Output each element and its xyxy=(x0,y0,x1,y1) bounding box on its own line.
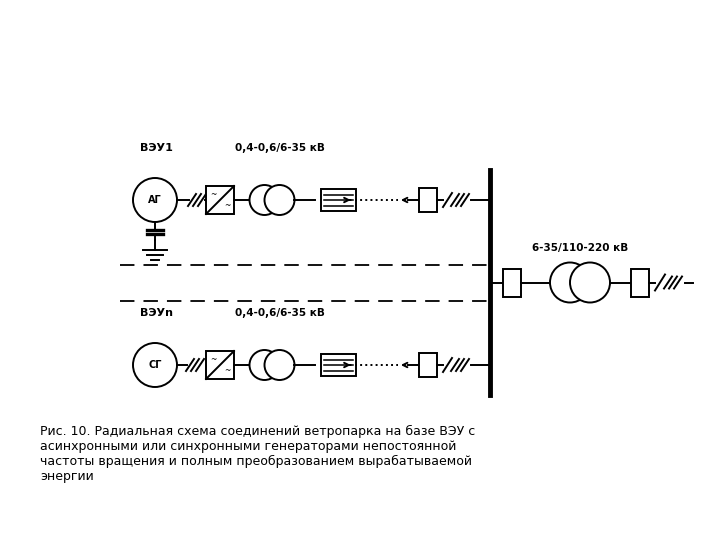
Bar xyxy=(631,268,649,296)
Bar xyxy=(206,186,234,214)
Circle shape xyxy=(250,185,279,215)
Text: 6-35/110-220 кВ: 6-35/110-220 кВ xyxy=(532,242,628,253)
Bar xyxy=(206,351,234,379)
Circle shape xyxy=(250,350,279,380)
Circle shape xyxy=(550,262,590,302)
Bar xyxy=(419,188,437,212)
Circle shape xyxy=(264,185,294,215)
Text: ~: ~ xyxy=(224,366,230,375)
Text: АГ: АГ xyxy=(148,195,162,205)
Circle shape xyxy=(133,178,177,222)
Text: Рис. 10. Радиальная схема соединений ветропарка на базе ВЭУ с
асинхронными или с: Рис. 10. Радиальная схема соединений вет… xyxy=(40,425,475,483)
Bar xyxy=(419,353,437,377)
Text: 0,4-0,6/6-35 кВ: 0,4-0,6/6-35 кВ xyxy=(235,143,325,153)
Bar xyxy=(320,189,356,211)
Bar xyxy=(503,268,521,296)
Text: СГ: СГ xyxy=(148,360,162,370)
Text: ВЭУ1: ВЭУ1 xyxy=(140,143,173,153)
Circle shape xyxy=(133,343,177,387)
Circle shape xyxy=(264,350,294,380)
Text: ~: ~ xyxy=(210,190,216,199)
Circle shape xyxy=(570,262,610,302)
Text: ~: ~ xyxy=(224,201,230,210)
Text: ВЭУn: ВЭУn xyxy=(140,308,173,318)
Text: ~: ~ xyxy=(210,355,216,364)
Text: 0,4-0,6/6-35 кВ: 0,4-0,6/6-35 кВ xyxy=(235,308,325,318)
Bar xyxy=(320,354,356,376)
